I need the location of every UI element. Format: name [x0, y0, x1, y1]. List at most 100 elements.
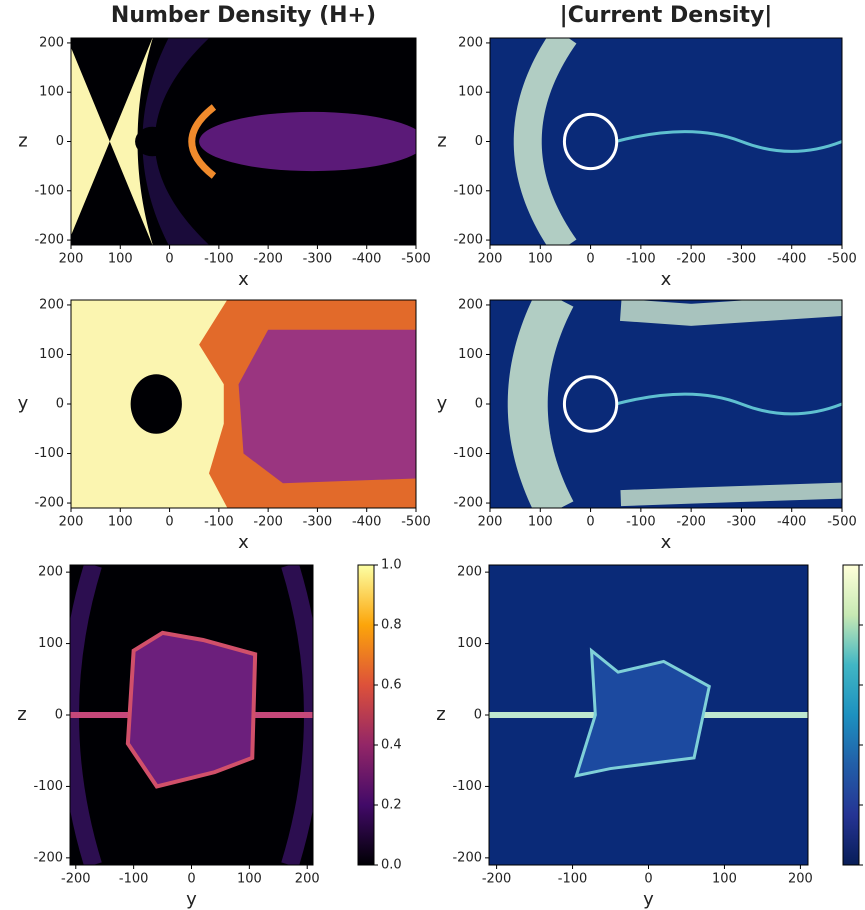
y-tick-label: -200 [33, 850, 63, 865]
y-tick-label: 0 [56, 397, 64, 412]
x-tick-label: 100 [528, 515, 553, 530]
field-solarwind [71, 38, 153, 245]
x-tick-label: 200 [478, 515, 503, 530]
x-tick-label: -500 [827, 515, 857, 530]
y-tick-label: -100 [453, 446, 483, 461]
x-tick-label: 100 [237, 872, 262, 887]
x-tick-label: 200 [295, 872, 320, 887]
y-tick-label: -100 [34, 446, 64, 461]
y-tick-label: 200 [458, 35, 483, 50]
x-tick-label: -300 [727, 515, 757, 530]
x-axis-label: y [186, 889, 197, 910]
field-flank [620, 482, 842, 507]
y-axis-label: z [18, 131, 27, 152]
colorbar-tick-label: 0.0 [381, 858, 402, 873]
heatmap-image [490, 300, 842, 508]
y-tick-label: -100 [453, 183, 483, 198]
x-tick-label: 0 [165, 252, 173, 267]
x-tick-label: -400 [777, 515, 807, 530]
x-tick-label: -100 [626, 515, 656, 530]
x-tick-label: 200 [59, 252, 84, 267]
colorbar-tick-label: 0.2 [381, 798, 402, 813]
x-tick-label: -300 [727, 252, 757, 267]
y-tick-label: 100 [39, 85, 64, 100]
y-tick-label: 100 [457, 636, 482, 651]
field-bowshock [513, 38, 577, 245]
x-tick-label: -100 [204, 252, 234, 267]
y-tick-label: 200 [39, 35, 64, 50]
x-axis-label: y [643, 889, 654, 910]
heatmap-image [490, 38, 842, 245]
field-bowshock [507, 300, 574, 508]
y-tick-label: 0 [474, 708, 482, 723]
field-crescent [188, 104, 217, 179]
y-axis-label: z [436, 704, 445, 725]
x-tick-label: 0 [187, 872, 195, 887]
heatmap-image [71, 300, 416, 508]
y-axis-label: y [18, 393, 29, 414]
x-tick-label: -200 [482, 872, 512, 887]
x-tick-label: -200 [253, 515, 283, 530]
colorbar-tick-label: 1.0 [381, 558, 402, 573]
heatmap-image [71, 38, 416, 245]
x-tick-label: 100 [108, 515, 133, 530]
y-tick-label: 200 [39, 297, 64, 312]
heatmap-image [489, 565, 808, 865]
y-tick-label: 200 [457, 565, 482, 580]
y-tick-label: 200 [458, 297, 483, 312]
x-tick-label: -400 [777, 252, 807, 267]
x-tick-label: -300 [303, 515, 333, 530]
field-tail [199, 111, 416, 172]
y-tick-label: 100 [39, 347, 64, 362]
x-tick-label: 100 [528, 252, 553, 267]
panel-title: |Current Density| [560, 3, 773, 28]
x-tick-label: 200 [478, 252, 503, 267]
y-tick-label: 100 [458, 347, 483, 362]
x-axis-label: x [238, 269, 249, 290]
x-tick-label: 100 [712, 872, 737, 887]
y-axis-label: z [17, 704, 26, 725]
x-tick-label: -100 [558, 872, 588, 887]
field-blob [125, 630, 258, 789]
heatmap-image [70, 565, 313, 865]
x-tick-label: -400 [352, 252, 382, 267]
x-axis-label: x [661, 269, 672, 290]
field-tail-core [238, 329, 416, 484]
y-tick-label: 0 [55, 708, 63, 723]
field-tail-currents [615, 392, 842, 416]
field-sheath [70, 565, 313, 865]
y-tick-label: 200 [38, 565, 63, 580]
x-tick-label: -500 [827, 252, 857, 267]
panel-title: Number Density (H+) [111, 3, 376, 28]
field-tail-currents [615, 130, 842, 153]
colorbar [842, 564, 860, 866]
x-tick-label: -500 [401, 515, 431, 530]
x-tick-label: 200 [59, 515, 84, 530]
y-tick-label: 0 [475, 397, 483, 412]
colorbar [357, 564, 375, 866]
y-tick-label: 100 [458, 85, 483, 100]
field-body [562, 375, 619, 433]
y-tick-label: -200 [452, 850, 482, 865]
x-tick-label: 0 [586, 515, 594, 530]
x-tick-label: -200 [61, 872, 91, 887]
y-tick-label: 100 [38, 636, 63, 651]
x-tick-label: 200 [788, 872, 813, 887]
x-tick-label: -200 [253, 252, 283, 267]
y-tick-label: -200 [34, 233, 64, 248]
field-sheath [142, 38, 210, 245]
x-tick-label: -500 [401, 252, 431, 267]
y-tick-label: -100 [34, 183, 64, 198]
x-tick-label: -200 [676, 252, 706, 267]
field-flank [619, 300, 842, 326]
field-body [135, 126, 170, 157]
x-tick-label: -100 [119, 872, 149, 887]
field-body [130, 374, 182, 434]
colorbar-tick-label: 0.8 [381, 618, 402, 633]
y-tick-label: -100 [452, 779, 482, 794]
x-axis-label: x [661, 532, 672, 553]
colorbar-tick-label: 0.4 [381, 738, 402, 753]
y-tick-label: -200 [453, 233, 483, 248]
x-axis-label: x [238, 532, 249, 553]
